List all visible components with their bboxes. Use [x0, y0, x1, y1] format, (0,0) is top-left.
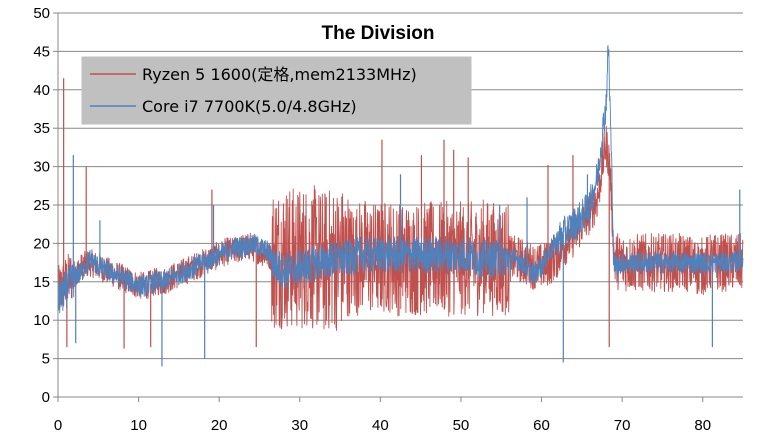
y-tick-label: 20	[33, 235, 50, 252]
x-tick-label: 20	[211, 417, 228, 434]
y-tick-label: 40	[33, 82, 50, 99]
x-tick-label: 70	[614, 417, 631, 434]
y-tick-label: 25	[33, 197, 50, 214]
y-tick-label: 30	[33, 159, 50, 176]
x-tick-label: 60	[533, 417, 550, 434]
y-tick-label: 5	[42, 351, 50, 368]
y-tick-label: 10	[33, 312, 50, 329]
axes	[53, 12, 743, 402]
x-tick-label: 30	[291, 417, 308, 434]
x-tick-label: 80	[694, 417, 711, 434]
x-tick-label: 50	[453, 417, 470, 434]
x-tick-label: 10	[130, 417, 147, 434]
chart-title: The Division	[322, 23, 435, 44]
y-tick-label: 35	[33, 120, 50, 137]
y-tick-label: 0	[42, 389, 50, 406]
x-tick-label: 40	[372, 417, 389, 434]
legend-label-ryzen: Ryzen 5 1600(定格,mem2133MHz)	[142, 65, 417, 84]
y-tick-label: 50	[33, 5, 50, 22]
legend: Ryzen 5 1600(定格,mem2133MHz) Core i7 7700…	[81, 56, 472, 125]
x-tick-label: 0	[54, 417, 62, 434]
y-tick-label: 15	[33, 274, 50, 291]
tick-labels: 0 5 10 15 20 25 30 35 40 45 50 0 10 20 30 40 50 60 70 80	[33, 5, 711, 434]
legend-label-core-i7: Core i7 7700K(5.0/4.8GHz)	[142, 97, 357, 116]
y-tick-label: 45	[33, 43, 50, 60]
series-layer	[57, 45, 744, 367]
legend-box	[81, 56, 472, 125]
